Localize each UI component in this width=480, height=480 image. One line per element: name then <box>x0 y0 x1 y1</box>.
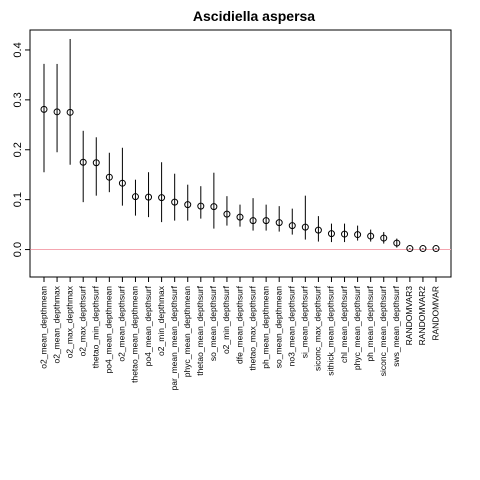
data-point <box>249 217 257 225</box>
data-point <box>262 217 270 225</box>
category-label: thetao_mean_depthsurf <box>195 285 205 375</box>
category-label: siconc_mean_depthsurf <box>378 285 388 376</box>
category-label: par_mean_mean_depthsurf <box>169 285 179 390</box>
data-point <box>341 230 349 238</box>
category-label: ph_mean_depthmean <box>260 286 270 369</box>
category-label: po4_mean_depthmean <box>104 286 114 374</box>
category-label: RANDOMVAR3 <box>404 286 414 346</box>
data-point <box>145 193 153 201</box>
category-label: phyc_mean_depthsurf <box>352 285 362 370</box>
data-point <box>79 158 87 166</box>
category-label: o2_mean_depthsurf <box>117 285 127 361</box>
category-label: sithick_mean_depthsurf <box>326 285 336 375</box>
y-tick-label: 0.3 <box>12 92 24 107</box>
data-point <box>40 105 48 113</box>
data-point <box>210 203 218 211</box>
data-marks <box>40 38 440 253</box>
data-point <box>53 108 61 116</box>
data-point <box>275 219 283 227</box>
data-point <box>327 230 335 238</box>
data-point <box>118 179 126 187</box>
x-axis: o2_mean_depthmean o2_mean_depthmax o2_max_… <box>38 277 440 390</box>
data-point <box>367 232 375 240</box>
data-point <box>92 159 100 167</box>
data-point <box>301 223 309 231</box>
data-point <box>105 173 113 181</box>
y-tick-label: 0.2 <box>12 142 24 157</box>
category-label: so_mean_depthsurf <box>208 285 218 361</box>
data-point <box>66 108 74 116</box>
category-label: thetao_min_depthsurf <box>91 285 101 368</box>
data-point <box>223 210 231 218</box>
data-point <box>354 231 362 239</box>
category-label: chl_mean_depthsurf <box>339 285 349 363</box>
data-point <box>314 226 322 234</box>
data-point <box>406 245 414 253</box>
plot-frame <box>29 29 452 278</box>
category-label: o2_max_depthmax <box>64 285 74 358</box>
data-point <box>171 198 179 206</box>
data-point <box>131 193 139 201</box>
category-label: o2_min_depthmax <box>156 285 166 356</box>
category-label: o2_mean_depthmean <box>38 286 48 369</box>
data-point <box>236 213 244 221</box>
category-label: RANDOMVAR2 <box>417 286 427 346</box>
data-point <box>158 194 166 202</box>
category-label: thetao_max_depthsurf <box>247 285 257 370</box>
category-label: ph_mean_depthsurf <box>365 285 375 361</box>
data-point <box>380 234 388 242</box>
category-label: thetao_mean_depthmean <box>130 286 140 383</box>
data-point <box>393 239 401 247</box>
chart-title: Ascidiella aspersa <box>193 8 315 24</box>
category-label: so_mean_depthmean <box>273 286 283 369</box>
data-point <box>432 245 440 253</box>
category-label: RANDOMVAR <box>430 286 440 341</box>
category-label: o2_min_depthsurf <box>221 285 231 354</box>
y-tick-label: 0.4 <box>12 42 24 57</box>
category-label: sws_mean_depthsurf <box>391 285 401 366</box>
category-label: no3_mean_depthsurf <box>287 285 297 366</box>
y-tick-label: 0.0 <box>12 242 24 257</box>
data-point <box>197 202 205 210</box>
category-label: phyc_mean_depthmean <box>182 286 192 377</box>
category-label: o2_max_depthsurf <box>77 285 87 356</box>
category-label: si_mean_depthsurf <box>300 285 310 358</box>
data-point <box>184 201 192 209</box>
category-label: dfe_mean_depthsurf <box>234 285 244 364</box>
category-label: po4_mean_depthsurf <box>143 285 153 366</box>
category-label: o2_mean_depthmax <box>51 285 61 363</box>
y-tick-label: 0.1 <box>12 192 24 207</box>
data-point <box>419 245 427 253</box>
y-axis: 0.0 0.1 0.2 0.3 0.4 <box>12 42 31 257</box>
category-label: siconc_max_depthsurf <box>313 285 323 371</box>
data-point <box>288 222 296 230</box>
